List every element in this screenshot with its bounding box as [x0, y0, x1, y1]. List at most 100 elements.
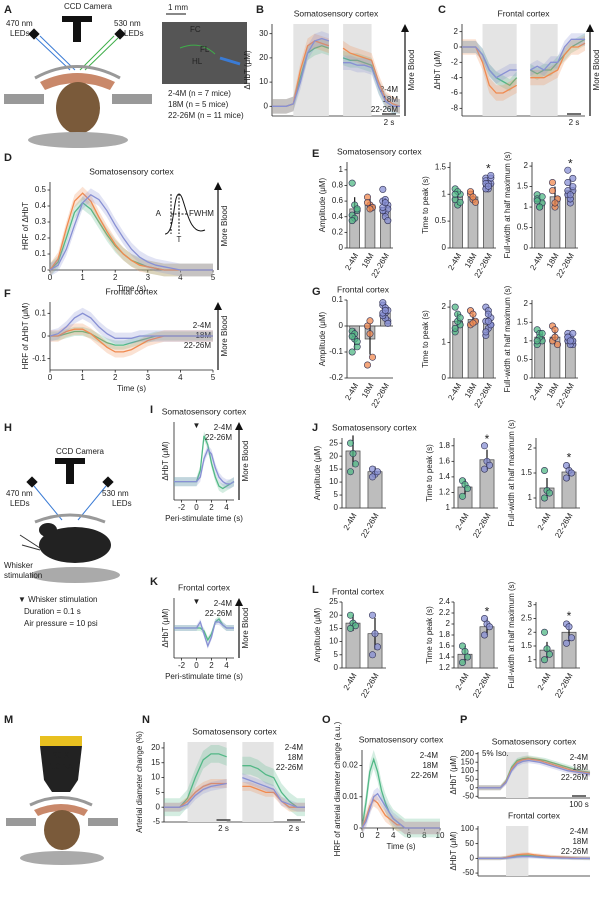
chart-title: Somatosensory cortex: [89, 166, 174, 176]
y-tick-label: 0.2: [332, 227, 344, 236]
x-tick-label: 2-4M: [446, 251, 463, 272]
side-note: More Blood: [241, 608, 250, 649]
y-tick-label: 20: [329, 610, 338, 619]
data-point: [348, 217, 356, 225]
x-tick-label: 2: [113, 373, 118, 382]
data-point: [384, 217, 392, 225]
y-axis-label: ΔHbT (μM): [433, 50, 442, 89]
data-point: [485, 623, 493, 631]
significance-star: *: [568, 156, 573, 170]
data-point: [538, 329, 546, 337]
y-tick-label: 0: [42, 331, 47, 340]
x-tick-label: 8: [422, 831, 427, 840]
data-point: [384, 319, 392, 327]
data-point: [567, 469, 575, 477]
data-point: [371, 630, 379, 638]
legend-entry: 2-4M: [285, 743, 304, 752]
y-axis-label: ΔHbT (μM): [243, 50, 252, 89]
y-tick-label: 10: [329, 477, 338, 486]
y-tick-label: 5: [334, 650, 339, 659]
data-point: [484, 182, 492, 190]
x-tick-label: 10: [436, 831, 445, 840]
y-tick-label: 0.5: [435, 216, 447, 225]
y-tick-label: 0: [156, 802, 161, 811]
y-tick-label: 0.6: [332, 196, 344, 205]
y-tick-label: 10: [151, 773, 160, 782]
legend-entry: 2-4M (n = 7 mice): [168, 89, 231, 98]
legend-entry: 22-26M: [411, 771, 438, 780]
label: 20 X: [53, 751, 70, 760]
data-point: [564, 166, 572, 174]
y-axis-label: Time to peak (s): [421, 310, 430, 368]
series-line: [361, 792, 440, 829]
legend-entry: 2-4M: [570, 753, 589, 762]
y-tick-label: 1.4: [439, 472, 451, 481]
y-tick-label: 2.2: [439, 608, 451, 617]
data-point: [458, 658, 466, 666]
data-point: [553, 341, 561, 349]
x-axis-label: Peri-stimulate time (s): [165, 672, 243, 681]
y-tick-label: 0: [470, 853, 475, 862]
data-point: [368, 651, 376, 659]
y-tick-label: 1: [442, 189, 447, 198]
data-point: [458, 492, 466, 500]
side-note: More Blood: [241, 441, 250, 482]
data-point: [349, 450, 357, 458]
error-band: [272, 31, 400, 114]
data-point: [545, 650, 553, 658]
y-tick-label: 0.4: [332, 212, 344, 221]
data-point: [363, 199, 371, 207]
setup-illustration: 1 mm FC FL HL CCD Camera 470 nm LEDs 530…: [4, 2, 247, 148]
data-point: [551, 333, 559, 341]
data-point: [368, 611, 376, 619]
legend-entry: 2-4M: [420, 751, 439, 760]
y-tick-label: 2: [524, 299, 529, 308]
data-point: [366, 330, 374, 338]
x-tick-label: 5: [211, 373, 216, 382]
legend-entry: 22-26M: [561, 847, 588, 856]
stimulus-period: [343, 24, 372, 116]
data-point: [551, 199, 559, 207]
y-tick-label: 15: [329, 624, 338, 633]
x-tick-label: 2-4M: [528, 381, 545, 402]
y-tick-label: 2.5: [521, 614, 533, 623]
x-tick-label: 22-26M: [359, 671, 381, 699]
arrow-head: [401, 24, 409, 32]
significance-star: *: [567, 609, 572, 623]
data-point: [368, 473, 376, 481]
x-tick-label: 2-4M: [536, 671, 553, 692]
y-tick-label: 1: [528, 655, 533, 664]
y-tick-label: 1: [446, 503, 451, 512]
y-tick-label: 20: [151, 743, 160, 752]
data-point: [540, 628, 548, 636]
side-note: More Blood: [220, 206, 229, 247]
chart-title: Frontal cortex: [106, 286, 159, 296]
inset-label: A: [156, 209, 162, 218]
y-tick-label: 25: [329, 438, 338, 447]
x-tick-label: 22-26M: [553, 511, 575, 539]
y-tick-label: -0.2: [329, 373, 343, 382]
x-tick-label: 3: [146, 373, 151, 382]
data-point: [566, 191, 574, 199]
y-tick-label: 2: [524, 161, 529, 170]
data-point: [485, 461, 493, 469]
error-band: [462, 33, 585, 84]
x-axis-label: Time (s): [117, 284, 146, 293]
region-label: FL: [200, 45, 210, 54]
arrow-head: [214, 182, 222, 190]
data-point: [373, 468, 381, 476]
x-tick-label: 2-4M: [343, 381, 360, 402]
panel-label: G: [312, 286, 321, 298]
y-axis-label: ΔHbT (μM): [161, 441, 170, 480]
data-point: [569, 329, 577, 337]
y-tick-label: 1.6: [439, 641, 451, 650]
data-point: [482, 328, 490, 336]
panel-label: M: [4, 714, 13, 726]
y-tick-label: 0: [42, 265, 47, 274]
data-point: [565, 623, 573, 631]
side-note: More Blood: [407, 50, 416, 91]
y-axis-label: ΔHbT (μM): [449, 831, 458, 870]
y-axis-label: Full-width at half maximum (s): [503, 285, 512, 392]
chart-title: Frontal cortex: [508, 810, 561, 820]
data-point: [480, 442, 488, 450]
